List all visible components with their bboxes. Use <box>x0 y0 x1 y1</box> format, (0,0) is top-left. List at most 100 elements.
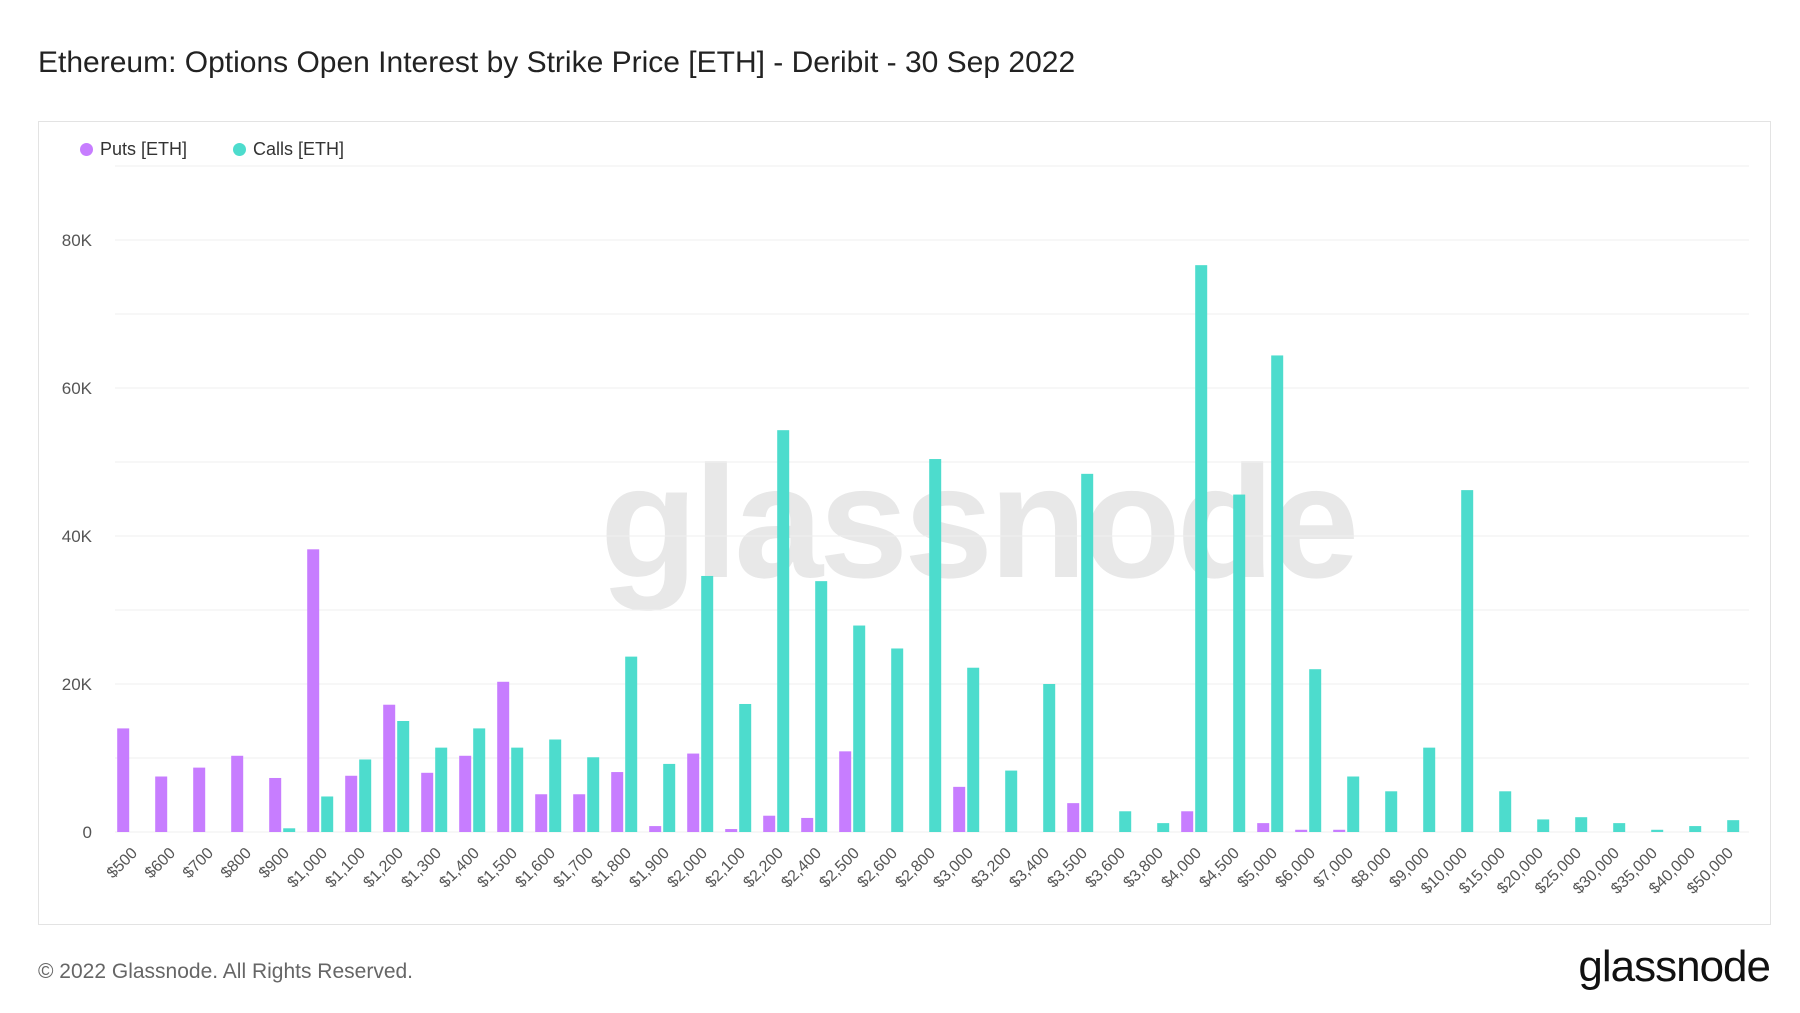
bar-calls <box>1651 829 1664 832</box>
bar-calls <box>1613 823 1626 832</box>
x-tick-label: $3,200 <box>968 845 1015 892</box>
x-tick-label: $700 <box>180 845 217 882</box>
bar-puts <box>687 753 700 832</box>
x-tick-label: $1,100 <box>322 845 369 892</box>
x-tick-label: $4,500 <box>1196 845 1243 892</box>
bar-calls <box>511 747 524 832</box>
glassnode-logo: glassnode <box>1578 942 1771 991</box>
x-tick-label: $600 <box>142 845 179 882</box>
bar-puts <box>117 728 130 832</box>
x-tick-label: $4,000 <box>1158 845 1205 892</box>
x-tick-label: $1,000 <box>284 845 331 892</box>
x-tick-label: $1,700 <box>550 845 597 892</box>
legend-dot-puts <box>80 143 93 156</box>
chart-frame <box>38 121 1771 925</box>
x-tick-label: $2,000 <box>664 845 711 892</box>
x-tick-label: $1,500 <box>474 845 521 892</box>
y-tick-label: 60K <box>62 379 93 398</box>
legend-item-calls[interactable]: Calls [ETH] <box>233 139 344 160</box>
bar-calls <box>1271 355 1284 832</box>
y-tick-label: 80K <box>62 231 93 250</box>
bar-calls <box>587 757 600 832</box>
bar-puts <box>1295 829 1308 832</box>
bar-puts <box>345 775 358 832</box>
bar-puts <box>1257 823 1270 832</box>
bar-puts <box>155 776 168 832</box>
bar-calls <box>891 648 904 832</box>
bar-puts <box>763 815 776 832</box>
bar-calls <box>435 747 448 832</box>
bar-calls <box>701 575 714 832</box>
x-tick-label: $1,300 <box>398 845 445 892</box>
bar-calls <box>929 459 942 832</box>
x-tick-label: $2,400 <box>778 845 825 892</box>
bar-calls <box>663 763 676 832</box>
legend-label-puts: Puts [ETH] <box>100 139 188 159</box>
bar-calls <box>739 703 752 832</box>
bar-puts <box>839 751 852 832</box>
chart-title: Ethereum: Options Open Interest by Strik… <box>38 46 1076 79</box>
x-tick-label: $2,500 <box>816 845 863 892</box>
bar-calls <box>777 430 790 832</box>
x-tick-label: $3,400 <box>1006 845 1053 892</box>
bar-calls <box>549 739 562 832</box>
bar-calls <box>1461 490 1474 832</box>
bar-calls <box>359 759 372 832</box>
bar-calls <box>1347 776 1360 832</box>
bar-puts <box>1067 803 1080 832</box>
legend-item-puts[interactable]: Puts [ETH] <box>80 139 187 160</box>
x-tick-label: $1,800 <box>588 845 635 892</box>
copyright: © 2022 Glassnode. All Rights Reserved. <box>38 960 414 983</box>
bar-calls <box>625 656 638 832</box>
y-tick-label: 40K <box>62 527 93 546</box>
bar-puts <box>231 755 244 832</box>
bar-puts <box>611 772 624 832</box>
bar-puts <box>953 786 966 832</box>
x-tick-label: $2,100 <box>702 845 749 892</box>
bar-calls <box>1689 826 1702 832</box>
bar-puts <box>1181 811 1194 832</box>
x-tick-label: $500 <box>104 845 141 882</box>
y-tick-label: 0 <box>83 823 92 842</box>
bar-puts <box>573 794 586 832</box>
x-tick-label: $2,600 <box>854 845 901 892</box>
x-tick-label: $1,600 <box>512 845 559 892</box>
bar-calls <box>397 721 410 832</box>
bar-calls <box>1081 473 1094 832</box>
x-tick-label: $3,600 <box>1082 845 1129 892</box>
bar-calls <box>1727 820 1740 832</box>
bar-puts <box>497 681 510 832</box>
bar-calls <box>1157 823 1170 832</box>
x-tick-label: $2,200 <box>740 845 787 892</box>
bar-calls <box>1423 747 1436 832</box>
bar-calls <box>1499 791 1512 832</box>
bar-puts <box>193 767 206 832</box>
x-tick-label: $3,800 <box>1120 845 1167 892</box>
bar-calls <box>1385 791 1398 832</box>
bar-puts <box>269 777 282 832</box>
x-tick-label: $3,000 <box>930 845 977 892</box>
bar-calls <box>1309 669 1322 832</box>
bar-calls <box>1233 494 1246 832</box>
bar-puts <box>1333 829 1346 832</box>
y-tick-label: 20K <box>62 675 93 694</box>
bar-puts <box>307 549 320 832</box>
bar-calls <box>1119 811 1132 832</box>
bar-puts <box>801 817 814 832</box>
legend-label-calls: Calls [ETH] <box>253 139 345 159</box>
bar-calls <box>473 728 486 832</box>
bar-calls <box>321 796 334 832</box>
bar-puts <box>649 826 662 832</box>
bar-puts <box>383 704 396 832</box>
bar-puts <box>535 794 548 832</box>
x-tick-label: $7,000 <box>1310 845 1357 892</box>
bar-calls <box>815 581 828 832</box>
bar-puts <box>725 829 738 832</box>
x-tick-label: $5,000 <box>1234 845 1281 892</box>
bar-calls <box>967 667 980 832</box>
bar-calls <box>1043 684 1056 832</box>
bar-puts <box>459 755 472 832</box>
x-tick-label: $1,200 <box>360 845 407 892</box>
x-tick-label: $3,500 <box>1044 845 1091 892</box>
